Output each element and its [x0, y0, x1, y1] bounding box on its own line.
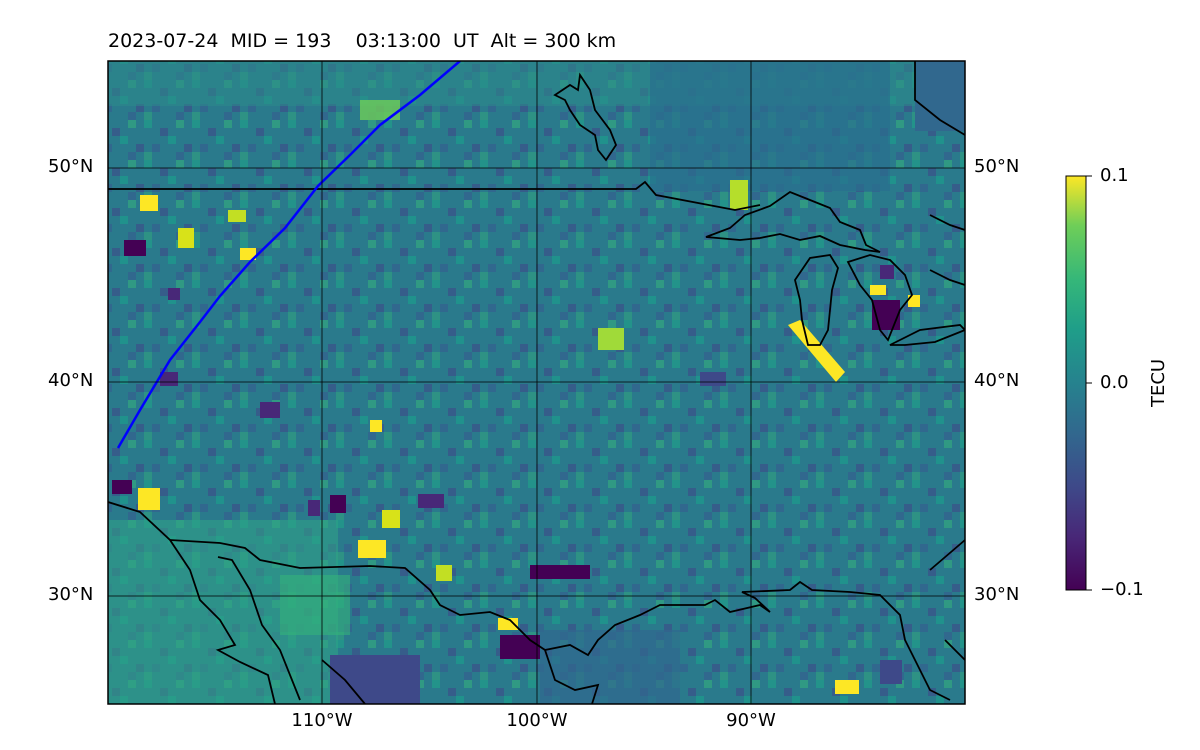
plot-title: 2023-07-24 MID = 193 03:13:00 UT Alt = 3…: [108, 30, 616, 52]
lat-label-30-right: 30°N: [974, 584, 1020, 605]
colorbar: [1065, 175, 1087, 591]
coastlines: [108, 61, 965, 704]
title-time: 03:13:00 UT: [355, 30, 479, 52]
tec-field: [108, 61, 965, 704]
lat-label-40-left: 40°N: [48, 370, 94, 391]
title-alt: Alt = 300 km: [490, 30, 617, 52]
colorbar-mid-label: 0.0: [1100, 372, 1129, 393]
lat-label-30-left: 30°N: [48, 584, 94, 605]
lon-label-90w: 90°W: [726, 710, 776, 731]
title-date: 2023-07-24: [108, 30, 219, 52]
lat-label-40-right: 40°N: [974, 370, 1020, 391]
lon-label-100w: 100°W: [506, 710, 568, 731]
lat-label-50-right: 50°N: [974, 156, 1020, 177]
colorbar-ticks: [1086, 175, 1092, 591]
colorbar-title: TECU: [1148, 358, 1169, 407]
satellite-track: [116, 61, 461, 449]
title-mid: MID = 193: [230, 30, 332, 52]
colorbar-max-label: 0.1: [1100, 165, 1129, 186]
map-frame: [107, 60, 966, 705]
colorbar-min-label: −0.1: [1100, 579, 1144, 600]
lat-label-50-left: 50°N: [48, 156, 94, 177]
lon-label-110w: 110°W: [291, 710, 353, 731]
gridlines: [108, 61, 965, 704]
